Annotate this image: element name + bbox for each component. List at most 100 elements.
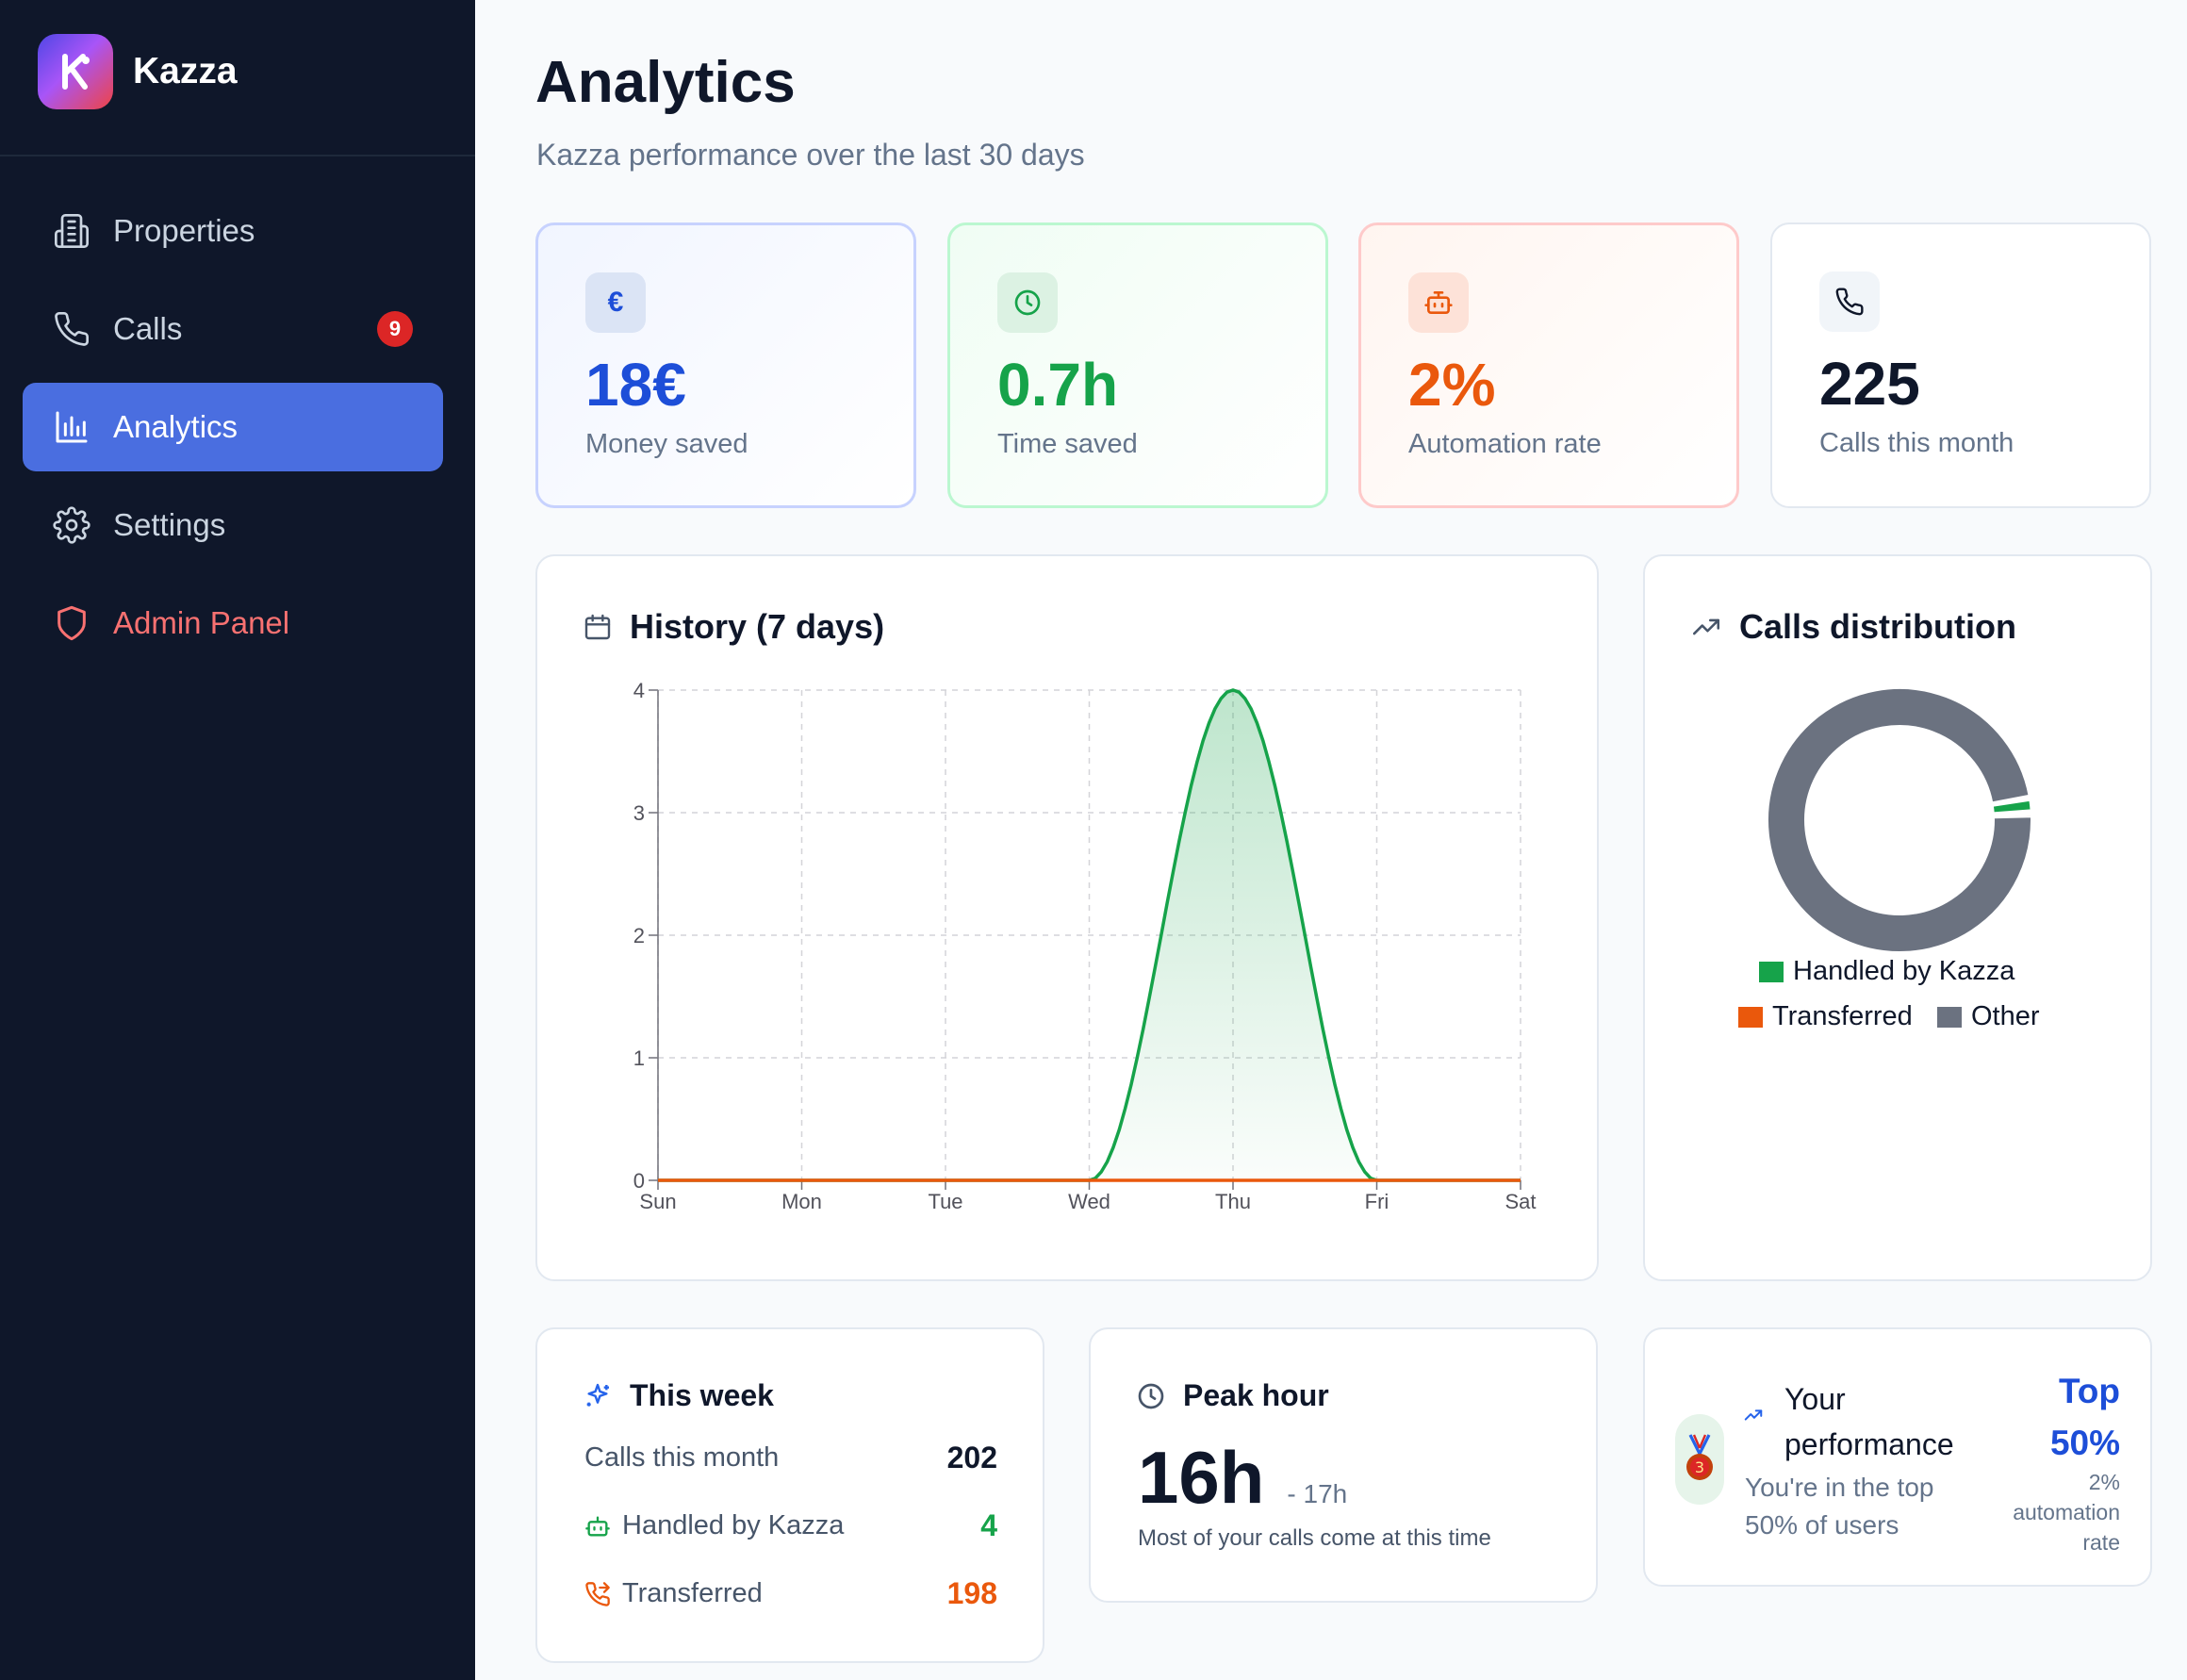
row-value: 202 bbox=[946, 1441, 997, 1474]
peak-hour-title-text: Peak hour bbox=[1183, 1378, 1329, 1412]
x-tick-label: Fri bbox=[1365, 1190, 1389, 1213]
bar-chart-icon bbox=[53, 408, 90, 446]
legend-swatch bbox=[1738, 1006, 1763, 1028]
building-icon bbox=[53, 212, 90, 250]
performance-rank-line: Top bbox=[2058, 1372, 2120, 1410]
performance-title-line: performance bbox=[1784, 1427, 1954, 1461]
legend-label: Handled by Kazza bbox=[1793, 956, 2015, 986]
legend-label: Transferred bbox=[1772, 1001, 1913, 1031]
performance-title-line: Your bbox=[1784, 1382, 1846, 1416]
performance-panel: 3 Your performance You're in the top 50%… bbox=[1643, 1327, 2152, 1587]
x-tick-label: Tue bbox=[928, 1190, 962, 1213]
sidebar-item-settings[interactable]: Settings bbox=[23, 481, 443, 569]
this-week-title: This week bbox=[583, 1378, 774, 1413]
performance-title: Your performance bbox=[1784, 1376, 1954, 1467]
gear-icon bbox=[53, 506, 90, 544]
clock-icon bbox=[997, 272, 1058, 333]
legend-swatch bbox=[1937, 1006, 1962, 1028]
legend-item-transferred: Transferred bbox=[1738, 1001, 1913, 1032]
history-chart: 0 1 2 3 4 Sun Mon Tue Wed Thu Fri Sat bbox=[633, 679, 1537, 1213]
performance-text-line: 50% of users bbox=[1745, 1510, 1899, 1540]
y-tick-label: 3 bbox=[633, 801, 645, 825]
trending-up-icon bbox=[1743, 1405, 1764, 1430]
performance-rate-line: 2% bbox=[2088, 1470, 2120, 1494]
donut-slice-handled-by-kazza bbox=[1991, 799, 2032, 815]
sidebar-item-label: Calls bbox=[113, 311, 183, 346]
sidebar-item-calls[interactable]: Calls 9 bbox=[23, 285, 443, 373]
x-tick-label: Sun bbox=[639, 1190, 676, 1213]
week-row-handled: Handled by Kazza 4 bbox=[584, 1508, 997, 1543]
legend-swatch bbox=[1759, 961, 1784, 982]
distribution-title: Calls distribution bbox=[1690, 607, 2016, 647]
sidebar-item-label: Analytics bbox=[113, 409, 238, 444]
distribution-panel: Calls distribution Handled by Kazza Tran… bbox=[1643, 554, 2152, 1281]
legend-label: Other bbox=[1971, 1001, 2040, 1031]
page-title: Analytics bbox=[535, 50, 796, 115]
sidebar-item-admin-panel[interactable]: Admin Panel bbox=[23, 579, 443, 667]
stat-value: 225 bbox=[1819, 350, 1920, 418]
this-week-panel: This week Calls this month 202 Handled b… bbox=[535, 1327, 1044, 1663]
sidebar-item-label: Settings bbox=[113, 507, 226, 542]
performance-text: You're in the top 50% of users bbox=[1745, 1469, 1933, 1544]
history-panel: History (7 days) 0 1 2 3 4 Sun Mon Tue Wed Thu Fri… bbox=[535, 554, 1599, 1281]
peak-hour-value-group: 16h - 17h bbox=[1138, 1435, 1347, 1521]
robot-icon bbox=[1408, 272, 1469, 333]
euro-icon: € bbox=[585, 272, 646, 333]
svg-text:3: 3 bbox=[1695, 1458, 1704, 1476]
performance-rank: Top 50% bbox=[2050, 1365, 2120, 1469]
legend-item-other: Other bbox=[1937, 1001, 2040, 1032]
peak-hour-panel: Peak hour 16h - 17h Most of your calls c… bbox=[1089, 1327, 1598, 1603]
history-title: History (7 days) bbox=[583, 607, 884, 647]
performance-rank-line: 50% bbox=[2049, 1424, 2120, 1462]
phone-forward-icon bbox=[584, 1581, 611, 1607]
y-tick-label: 0 bbox=[633, 1169, 645, 1193]
y-tick-label: 1 bbox=[633, 1046, 645, 1070]
peak-hour-value: 16h bbox=[1138, 1436, 1265, 1519]
trending-up-icon bbox=[1690, 611, 1722, 643]
medal-icon: 3 bbox=[1675, 1414, 1724, 1505]
x-tick-label: Thu bbox=[1215, 1190, 1251, 1213]
stat-label: Calls this month bbox=[1819, 428, 2014, 458]
donut-slice-other bbox=[1767, 687, 2032, 953]
row-value: 4 bbox=[980, 1508, 997, 1542]
performance-rate: 2% automation rate bbox=[2013, 1467, 2120, 1557]
sidebar-item-analytics[interactable]: Analytics bbox=[23, 383, 443, 471]
performance-rate-line: rate bbox=[2082, 1530, 2120, 1555]
area-fill bbox=[658, 690, 1521, 1180]
sidebar-divider bbox=[0, 155, 475, 156]
stat-value: 0.7h bbox=[997, 351, 1119, 419]
sidebar-item-properties[interactable]: Properties bbox=[23, 187, 443, 275]
distribution-title-text: Calls distribution bbox=[1739, 607, 2017, 646]
performance-text-line: You're in the top bbox=[1745, 1473, 1934, 1502]
y-tick-label: 2 bbox=[633, 924, 645, 947]
brand[interactable]: Kazza bbox=[38, 34, 238, 109]
shield-icon bbox=[53, 604, 90, 642]
y-tick-label: 4 bbox=[633, 679, 645, 702]
this-week-title-text: This week bbox=[630, 1378, 774, 1412]
stat-card-automation-rate: 2% Automation rate bbox=[1358, 222, 1739, 508]
phone-icon bbox=[53, 310, 90, 348]
row-value: 198 bbox=[946, 1576, 997, 1610]
legend-item-handled: Handled by Kazza bbox=[1759, 956, 2014, 987]
row-label: Handled by Kazza bbox=[622, 1510, 845, 1540]
stat-card-time-saved: 0.7h Time saved bbox=[947, 222, 1328, 508]
row-label: Transferred bbox=[622, 1578, 763, 1608]
phone-icon bbox=[1819, 272, 1880, 332]
stat-card-money-saved: € 18€ Money saved bbox=[535, 222, 916, 508]
robot-icon bbox=[584, 1513, 611, 1540]
history-title-text: History (7 days) bbox=[630, 607, 885, 646]
brand-name: Kazza bbox=[133, 51, 238, 91]
peak-hour-range: - 17h bbox=[1287, 1479, 1348, 1508]
sidebar-item-label: Admin Panel bbox=[113, 605, 290, 640]
stat-label: Automation rate bbox=[1408, 429, 1602, 459]
stat-label: Money saved bbox=[585, 429, 748, 459]
stat-label: Time saved bbox=[997, 429, 1138, 459]
performance-rate-line: automation bbox=[2013, 1500, 2120, 1524]
row-label: Calls this month bbox=[584, 1442, 780, 1473]
week-row-calls: Calls this month 202 bbox=[584, 1441, 997, 1475]
sidebar-item-label: Properties bbox=[113, 213, 255, 248]
peak-hour-title: Peak hour bbox=[1136, 1378, 1329, 1413]
donut-chart bbox=[1767, 687, 2032, 953]
stat-card-calls-this-month: 225 Calls this month bbox=[1770, 222, 2151, 508]
calls-count-badge: 9 bbox=[377, 311, 413, 347]
